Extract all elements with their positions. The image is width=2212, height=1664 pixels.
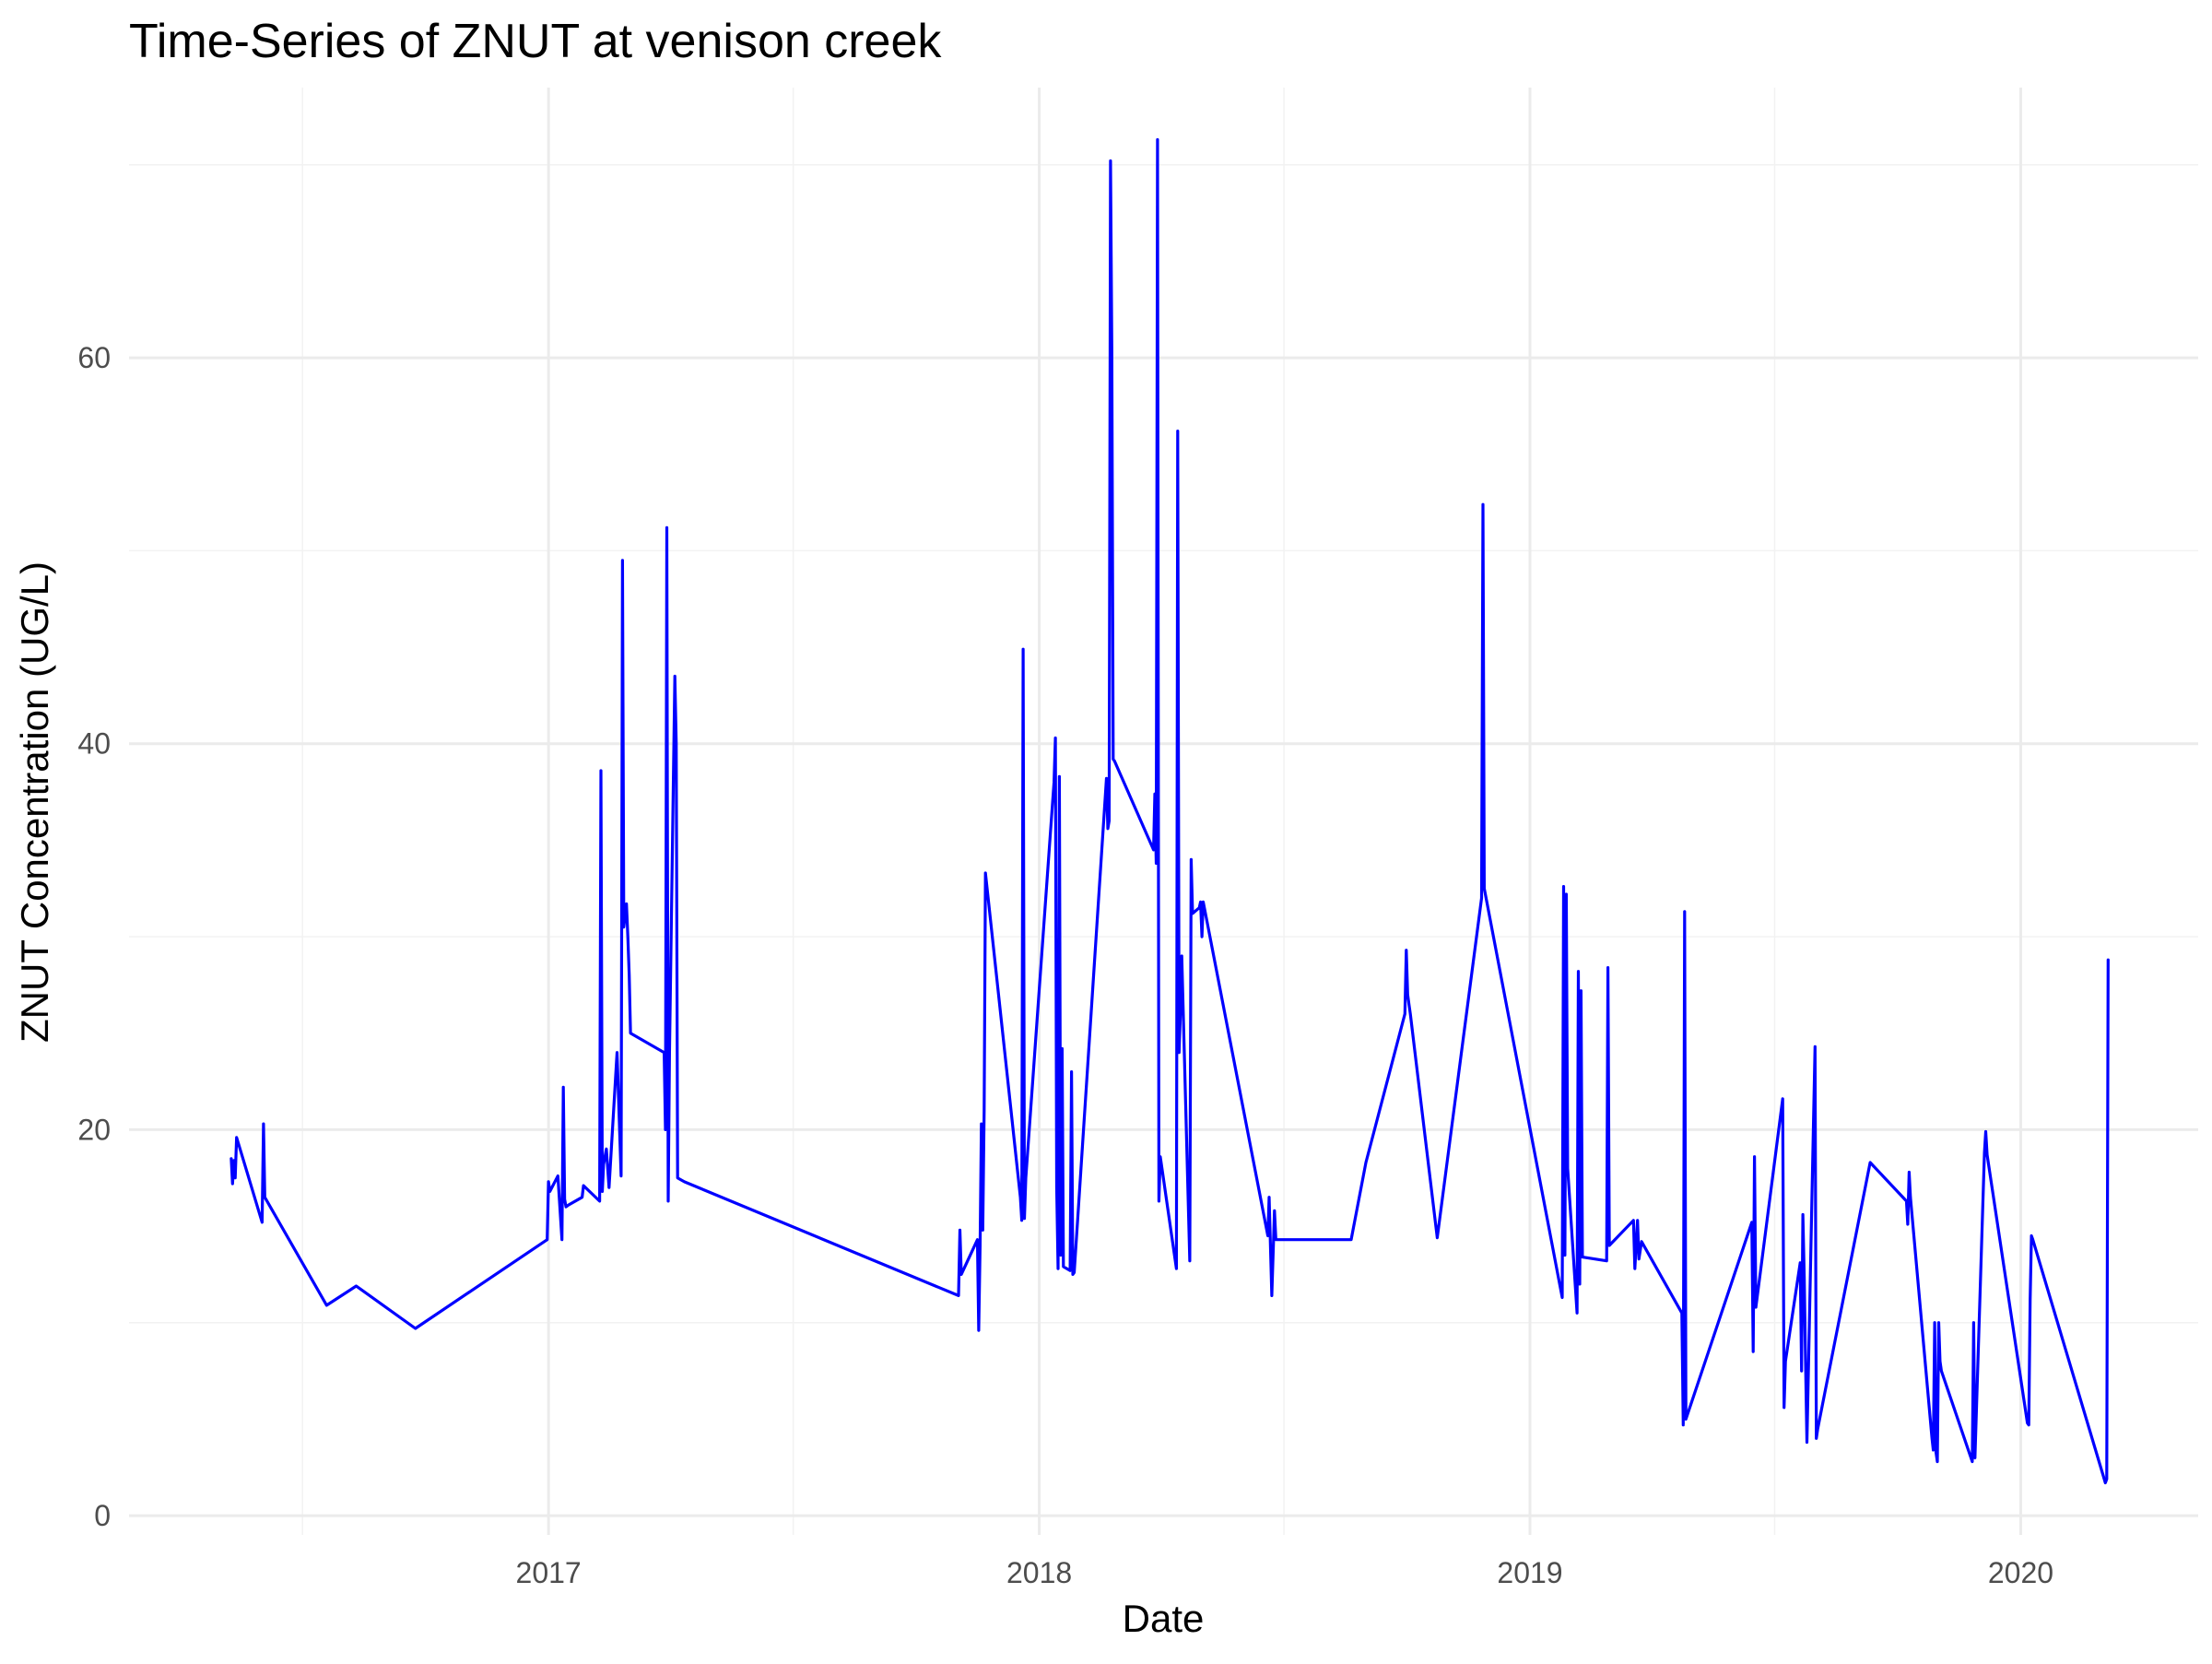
y-tick-label: 20: [77, 1113, 111, 1146]
grid: [129, 88, 2198, 1535]
x-axis-ticks: 2017 2018 2019 2020: [516, 1556, 2054, 1589]
chart-title: Time-Series of ZNUT at venison creek: [129, 15, 942, 68]
x-tick-label: 2018: [1006, 1556, 1072, 1589]
y-axis-title: ZNUT Concentration (UG/L): [13, 561, 56, 1043]
x-tick-label: 2017: [516, 1556, 582, 1589]
x-tick-label: 2020: [1988, 1556, 2053, 1589]
y-tick-label: 40: [77, 727, 111, 761]
y-tick-label: 0: [94, 1499, 111, 1532]
series-line: [229, 137, 2110, 1485]
y-axis-ticks: 0 20 40 60: [77, 341, 111, 1532]
x-tick-label: 2019: [1497, 1556, 1562, 1589]
x-axis-title: Date: [1123, 1597, 1205, 1640]
y-tick-label: 60: [77, 341, 111, 374]
